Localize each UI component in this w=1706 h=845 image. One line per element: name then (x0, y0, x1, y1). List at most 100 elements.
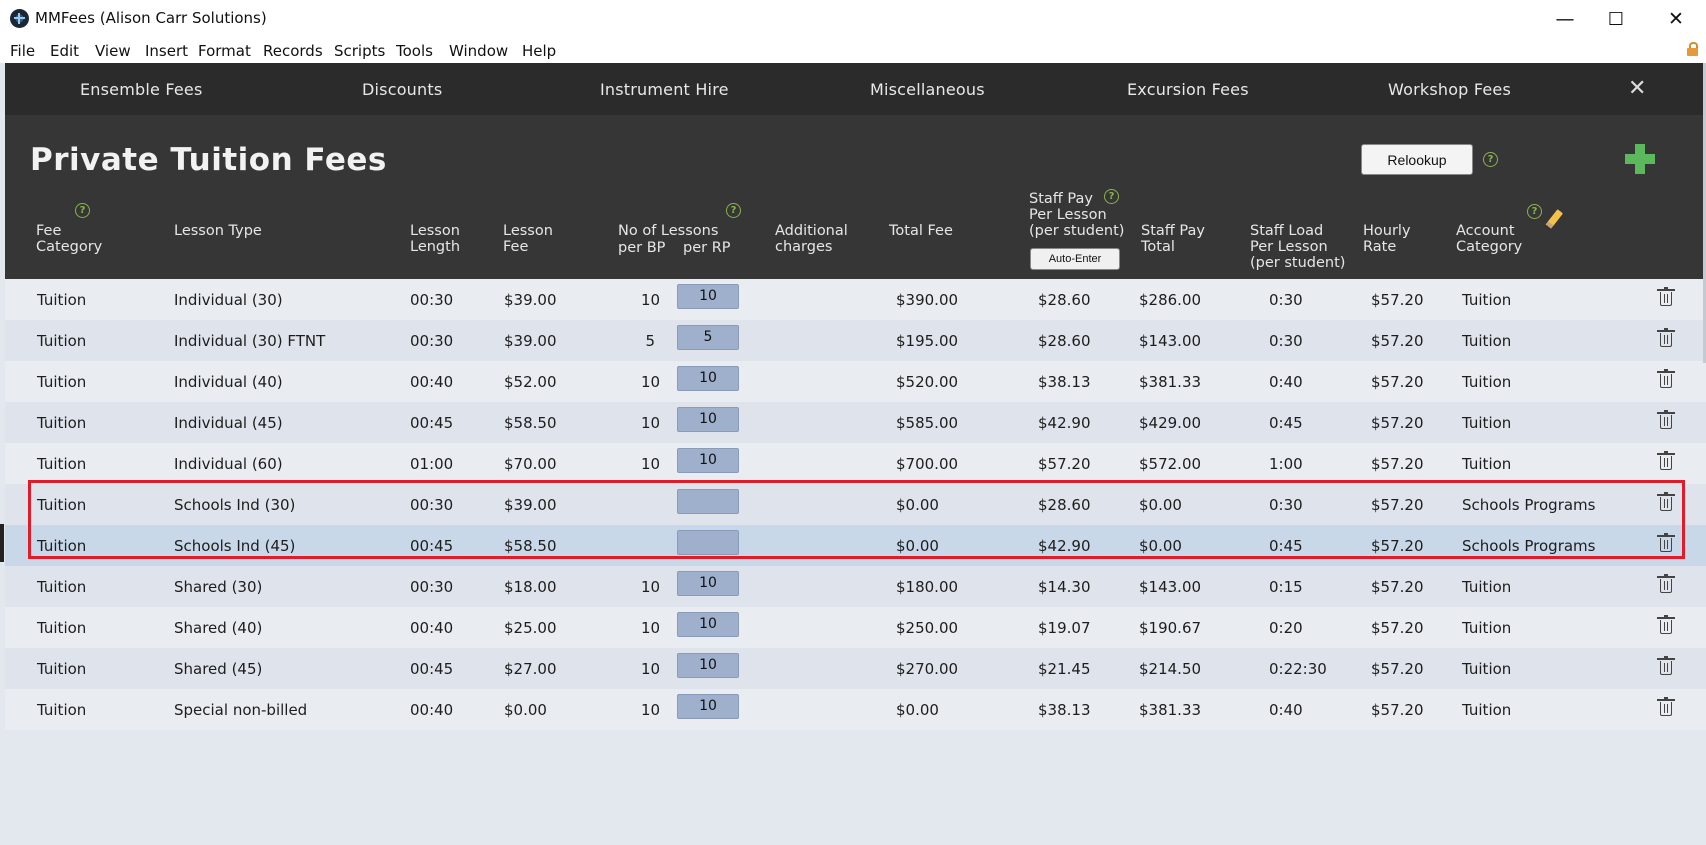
per-bp-cell: 10 (641, 619, 661, 637)
staff-load-cell: 1:00 (1269, 455, 1303, 473)
hourly-rate-cell: $57.20 (1371, 373, 1424, 391)
per-rp-field[interactable]: 10 (677, 448, 739, 473)
tab-instrument-hire[interactable]: Instrument Hire (600, 80, 729, 99)
scrollbar[interactable] (1703, 63, 1706, 363)
header-staff-pay-per-lesson: Staff Pay Per Lesson (per student) (1029, 191, 1125, 239)
table-row[interactable]: Tuition Individual (40) 00:40 $52.00 $520.00… (5, 361, 1706, 402)
no-of-lessons-help-icon[interactable]: ? (726, 203, 741, 218)
pencil-icon[interactable] (1543, 209, 1564, 231)
account-category-cell: Tuition (1462, 332, 1512, 350)
lesson-type-cell: Shared (45) (174, 660, 263, 678)
per-rp-field[interactable]: 10 (677, 366, 739, 391)
staff-load-cell: 0:40 (1269, 701, 1303, 719)
fee-category-cell: Tuition (37, 701, 87, 719)
table-row[interactable]: Tuition Shared (30) 00:30 $18.00 $180.00 $14.… (5, 566, 1706, 607)
table-row[interactable]: Tuition Special non-billed 00:40 $0.00 $0.00… (5, 689, 1706, 730)
close-icon[interactable]: ✕ (1628, 76, 1647, 101)
lesson-length-cell: 00:45 (410, 537, 454, 555)
trash-icon[interactable] (1657, 574, 1675, 594)
table-row[interactable]: Tuition Individual (60) 01:00 $70.00 $700.00… (5, 443, 1706, 484)
per-rp-field[interactable]: 10 (677, 571, 739, 596)
lesson-type-cell: Shared (40) (174, 619, 263, 637)
menu-edit[interactable]: Edit (50, 42, 80, 60)
trash-icon[interactable] (1657, 451, 1675, 471)
menu-help[interactable]: Help (522, 42, 557, 60)
tab-miscellaneous[interactable]: Miscellaneous (870, 80, 985, 99)
per-rp-field[interactable]: 10 (677, 284, 739, 309)
add-icon[interactable] (1625, 144, 1655, 174)
per-rp-field[interactable]: 10 (677, 407, 739, 432)
per-bp-cell: 10 (641, 660, 661, 678)
trash-icon[interactable] (1657, 328, 1675, 348)
lesson-length-cell: 00:30 (410, 578, 454, 596)
trash-icon[interactable] (1657, 533, 1675, 553)
tab-discounts[interactable]: Discounts (362, 80, 443, 99)
table-row[interactable]: Tuition Shared (40) 00:40 $25.00 $250.00 $19.… (5, 607, 1706, 648)
account-category-cell: Schools Programs (1462, 496, 1596, 514)
table-row[interactable]: Tuition Schools Ind (30) 00:30 $39.00 $0.00 $… (5, 484, 1706, 525)
table-row[interactable]: Tuition Schools Ind (45) 00:45 $58.50 $0.00 $… (5, 525, 1706, 566)
menu-format[interactable]: Format (198, 42, 251, 60)
minimize-button[interactable]: — (1555, 8, 1575, 30)
total-fee-cell: $270.00 (896, 660, 959, 678)
lesson-length-cell: 00:40 (410, 619, 454, 637)
staff-pay-help-icon[interactable]: ? (1104, 189, 1119, 204)
trash-icon[interactable] (1657, 410, 1675, 430)
hourly-rate-cell: $57.20 (1371, 619, 1424, 637)
lesson-type-cell: Shared (30) (174, 578, 263, 596)
staff-pay-total-cell: $214.50 (1139, 660, 1202, 678)
fee-category-help-icon[interactable]: ? (75, 203, 90, 218)
per-rp-field[interactable]: 5 (677, 325, 739, 350)
table-row[interactable]: Tuition Individual (30) 00:30 $39.00 $390.00… (5, 279, 1706, 320)
hourly-rate-cell: $57.20 (1371, 578, 1424, 596)
table-row[interactable]: Tuition Individual (30) FTNT 00:30 $39.00 $1… (5, 320, 1706, 361)
menu-records[interactable]: Records (263, 42, 323, 60)
table-row[interactable]: Tuition Shared (45) 00:45 $27.00 $270.00 $21.… (5, 648, 1706, 689)
per-rp-field[interactable]: 10 (677, 694, 739, 719)
tab-ensemble-fees[interactable]: Ensemble Fees (80, 80, 203, 99)
lesson-length-cell: 00:40 (410, 701, 454, 719)
tab-bar: Ensemble Fees Discounts Instrument Hire … (5, 63, 1706, 115)
staff-pay-total-cell: $143.00 (1139, 332, 1202, 350)
total-fee-cell: $0.00 (896, 701, 939, 719)
account-category-help-icon[interactable]: ? (1527, 204, 1542, 219)
trash-icon[interactable] (1657, 287, 1675, 307)
trash-icon[interactable] (1657, 656, 1675, 676)
per-rp-field[interactable] (677, 489, 739, 514)
tab-workshop-fees[interactable]: Workshop Fees (1388, 80, 1511, 99)
per-bp-cell: 10 (641, 578, 661, 596)
menu-insert[interactable]: Insert (145, 42, 189, 60)
lesson-fee-cell: $52.00 (504, 373, 557, 391)
per-rp-field[interactable]: 10 (677, 653, 739, 678)
total-fee-cell: $0.00 (896, 496, 939, 514)
maximize-button[interactable]: ☐ (1607, 8, 1625, 30)
trash-icon[interactable] (1657, 697, 1675, 717)
close-window-button[interactable]: ✕ (1668, 8, 1684, 30)
trash-icon[interactable] (1657, 615, 1675, 635)
table-row[interactable]: Tuition Individual (45) 00:45 $58.50 $585.00… (5, 402, 1706, 443)
staff-load-cell: 0:30 (1269, 291, 1303, 309)
trash-icon[interactable] (1657, 492, 1675, 512)
menu-bar: File Edit View Insert Format Records Scr… (0, 38, 1706, 63)
menu-scripts[interactable]: Scripts (334, 42, 386, 60)
menu-window[interactable]: Window (449, 42, 509, 60)
per-rp-field[interactable]: 10 (677, 612, 739, 637)
per-rp-field[interactable] (677, 530, 739, 555)
auto-enter-button[interactable]: Auto-Enter (1030, 248, 1120, 270)
staff-pay-per-lesson-cell: $19.07 (1038, 619, 1091, 637)
relookup-help-icon[interactable]: ? (1483, 152, 1498, 167)
staff-load-cell: 0:45 (1269, 414, 1303, 432)
staff-pay-per-lesson-cell: $28.60 (1038, 332, 1091, 350)
menu-file[interactable]: File (10, 42, 36, 60)
menu-tools[interactable]: Tools (396, 42, 433, 60)
tab-excursion-fees[interactable]: Excursion Fees (1127, 80, 1249, 99)
hourly-rate-cell: $57.20 (1371, 660, 1424, 678)
menu-view[interactable]: View (95, 42, 131, 60)
fee-category-cell: Tuition (37, 496, 87, 514)
account-category-cell: Tuition (1462, 660, 1512, 678)
lock-icon[interactable] (1687, 42, 1698, 56)
lesson-fee-cell: $27.00 (504, 660, 557, 678)
lesson-type-cell: Special non-billed (174, 701, 308, 719)
trash-icon[interactable] (1657, 369, 1675, 389)
relookup-button[interactable]: Relookup (1361, 144, 1473, 175)
